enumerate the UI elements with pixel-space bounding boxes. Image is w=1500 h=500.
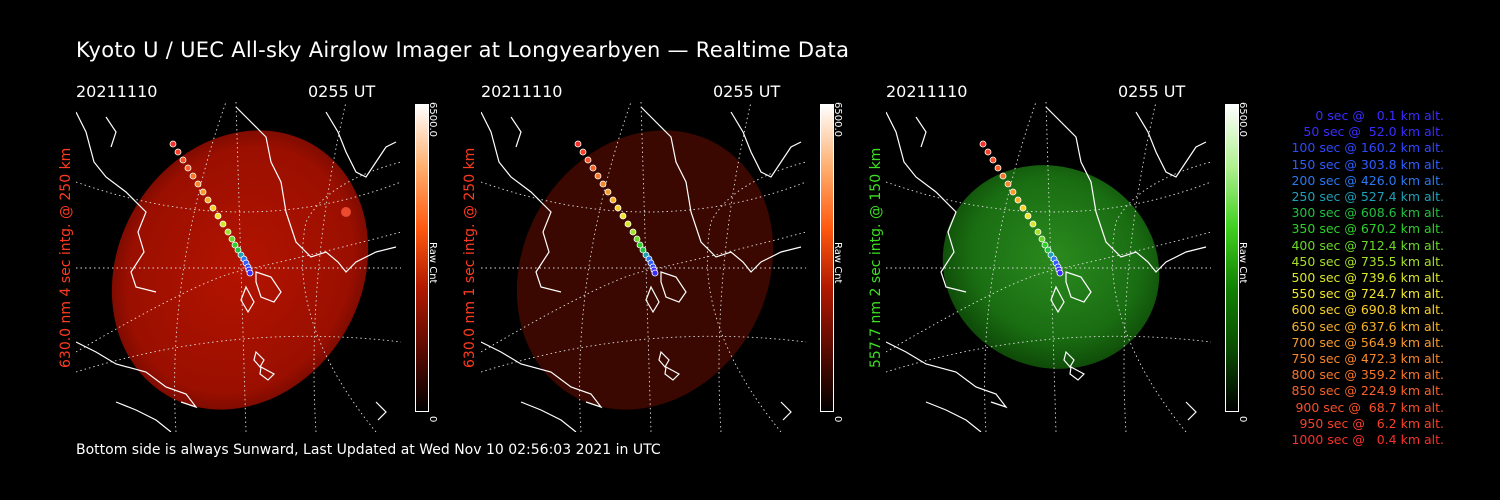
airglow-image [481,102,806,432]
trajectory [169,140,254,277]
airglow-disk [516,130,774,410]
legend-row: 600 sec @ 690.8 km alt. [1291,302,1444,318]
colorbar-max-label: 6500.0 [1237,102,1248,137]
colorbar-unit-label: Raw Cnt [1237,242,1248,284]
legend-row: 1000 sec @ 0.4 km alt. [1291,432,1444,448]
airglow-disk [111,130,369,410]
legend-row: 900 sec @ 68.7 km alt. [1295,399,1444,415]
page-title: Kyoto U / UEC All-sky Airglow Imager at … [76,38,850,62]
colorbar-unit-label: Raw Cnt [832,242,843,284]
grid-lines [886,102,1211,432]
colorbar [820,104,834,412]
legend-row: 550 sec @ 724.7 km alt. [1291,286,1444,302]
legend-row: 750 sec @ 472.3 km alt. [1291,351,1444,367]
airglow-image [886,102,1211,432]
bright-spot [341,207,351,217]
footer-note: Bottom side is always Sunward, Last Upda… [76,442,661,458]
colorbar-unit-label: Raw Cnt [427,242,438,284]
trajectory [574,140,659,277]
airglow-disk [942,165,1160,369]
panel-side-label: 630.0 nm 1 sec intg. @ 250 km [462,147,478,368]
legend-row: 850 sec @ 224.9 km alt. [1291,383,1444,399]
legend-row: 200 sec @ 426.0 km alt. [1291,172,1444,188]
legend-row: 50 sec @ 52.0 km alt. [1303,124,1444,140]
grid-lines [481,102,806,432]
legend-row: 350 sec @ 670.2 km alt. [1291,221,1444,237]
legend-row: 700 sec @ 564.9 km alt. [1291,334,1444,350]
legend-row: 450 sec @ 735.5 km alt. [1291,253,1444,269]
coastline [481,106,802,432]
legend-row: 0 sec @ 0.1 km alt. [1315,108,1444,123]
panel-time: 0255 UT [713,82,781,101]
panel-time: 0255 UT [1118,82,1186,101]
colorbar-min-label: 0 [427,416,438,423]
legend-row: 300 sec @ 608.6 km alt. [1291,205,1444,221]
coastline [886,106,1207,432]
trajectory [979,140,1064,277]
panel-date: 20211110 [886,82,968,101]
colorbar-min-label: 0 [832,416,843,423]
panel-557nm-2sec: 20211110 0255 UT [886,82,1248,432]
colorbar [1225,104,1239,412]
panel-side-label: 630.0 nm 4 sec intg. @ 250 km [58,147,74,368]
colorbar-max-label: 6500.0 [832,102,843,137]
legend-row: 250 sec @ 527.4 km alt. [1291,189,1444,205]
legend-row: 400 sec @ 712.4 km alt. [1291,237,1444,253]
legend-row: 950 sec @ 6.2 km alt. [1299,415,1444,431]
legend-row: 800 sec @ 359.2 km alt. [1291,367,1444,383]
coastline [76,106,397,432]
panel-date: 20211110 [481,82,563,101]
panel-630nm-4sec: 20211110 0255 UT [76,82,438,432]
legend-row: 150 sec @ 303.8 km alt. [1291,156,1444,172]
colorbar [415,104,429,412]
grid-lines [76,102,401,432]
legend-row: 650 sec @ 637.6 km alt. [1291,318,1444,334]
panel-time: 0255 UT [308,82,376,101]
panel-date: 20211110 [76,82,158,101]
legend-row: 100 sec @ 160.2 km alt. [1291,140,1444,156]
panel-side-label: 557.7 nm 2 sec intg. @ 150 km [868,147,884,368]
airglow-image [76,102,401,432]
panel-630nm-1sec: 20211110 0255 UT [481,82,843,432]
trajectory-legend: 0 sec @ 0.1 km alt. 50 sec @ 52.0 km alt… [1262,108,1444,448]
colorbar-min-label: 0 [1237,416,1248,423]
legend-row: 500 sec @ 739.6 km alt. [1291,270,1444,286]
colorbar-max-label: 6500.0 [427,102,438,137]
